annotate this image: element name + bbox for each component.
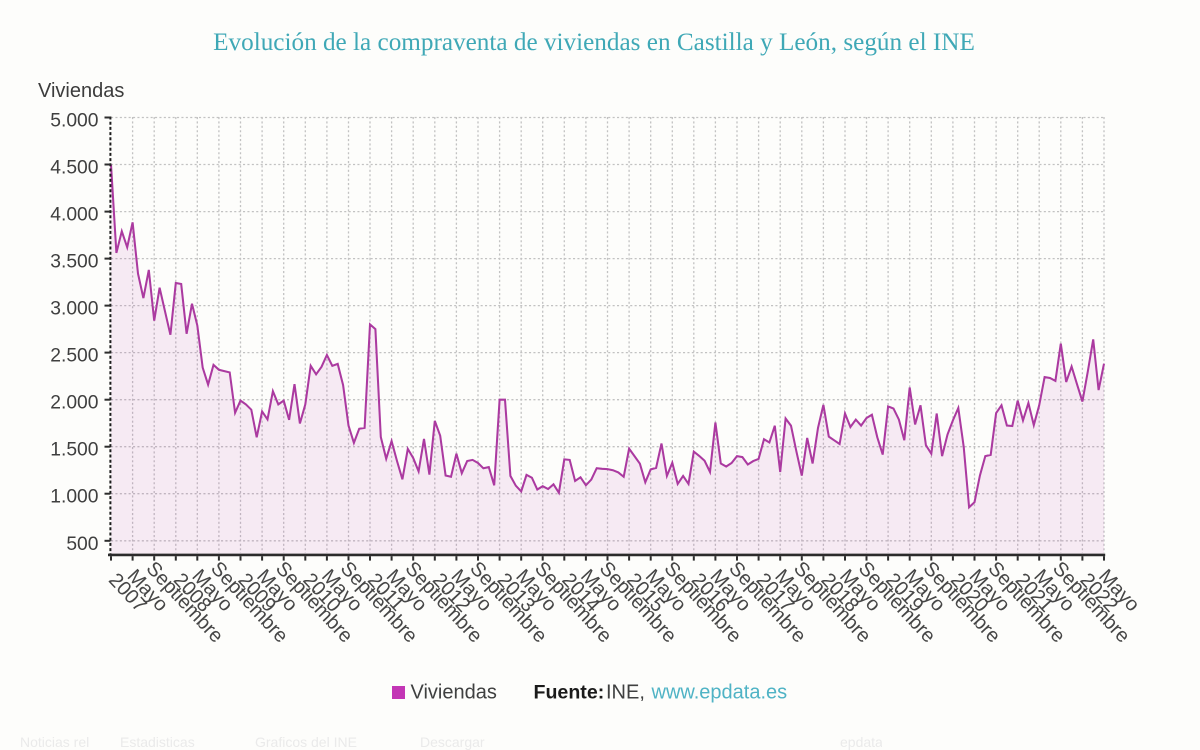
svg-text:1.500: 1.500: [50, 440, 98, 461]
svg-text:500: 500: [66, 534, 98, 555]
svg-text:2.000: 2.000: [50, 393, 98, 414]
svg-text:www.epdata.es: www.epdata.es: [651, 682, 788, 704]
svg-text:4.000: 4.000: [50, 205, 98, 226]
svg-text:Fuente:: Fuente:: [534, 682, 605, 704]
svg-text:5.000: 5.000: [50, 111, 98, 132]
svg-text:1.000: 1.000: [50, 487, 98, 508]
svg-text:4.500: 4.500: [50, 158, 98, 179]
svg-text:3.500: 3.500: [50, 252, 98, 273]
svg-text:Viviendas: Viviendas: [411, 682, 497, 704]
svg-text:2.500: 2.500: [50, 346, 98, 367]
svg-text:INE,: INE,: [606, 682, 645, 704]
svg-text:3.000: 3.000: [50, 299, 98, 320]
